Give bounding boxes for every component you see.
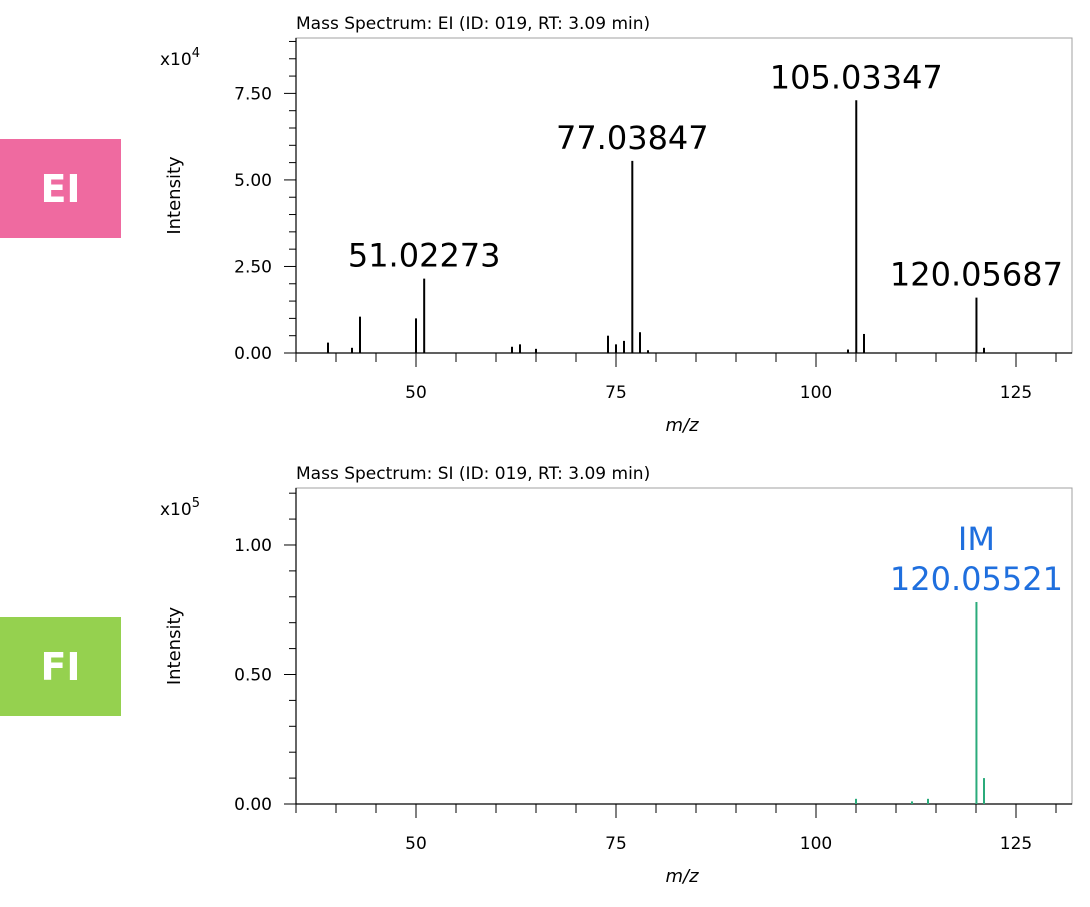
si-y-scale-label: x105 xyxy=(160,496,200,520)
ei-y-scale-label: x104 xyxy=(160,46,200,70)
ei-x-tick-label: 100 xyxy=(800,383,832,403)
ei-badge: EI xyxy=(0,139,121,238)
ei-chart-title: Mass Spectrum: EI (ID: 019, RT: 3.09 min… xyxy=(296,14,650,34)
ei-y-tick-label: 0.00 xyxy=(234,344,272,364)
ei-x-tick-label: 50 xyxy=(405,383,427,403)
si-y-axis-label: Intensity xyxy=(164,606,185,685)
fi-badge-label: FI xyxy=(40,644,81,689)
ei-peak-label: 120.05687 xyxy=(890,256,1063,294)
ei-x-tick-label: 75 xyxy=(605,383,627,403)
si-plot-frame xyxy=(295,487,1073,805)
si-x-axis-label: m/z xyxy=(665,866,699,887)
si-chart-title: Mass Spectrum: SI (ID: 019, RT: 3.09 min… xyxy=(296,464,650,484)
ei-x-tick-label: 125 xyxy=(1000,383,1032,403)
si-x-tick-label: 100 xyxy=(800,834,832,854)
si-y-tick-label: 0.00 xyxy=(234,795,272,815)
si-spectrum-panel: Mass Spectrum: SI (ID: 019, RT: 3.09 min… xyxy=(160,464,1073,887)
ei-peak-label: 105.03347 xyxy=(770,58,943,96)
ei-badge-label: EI xyxy=(40,166,81,211)
si-x-tick-label: 75 xyxy=(605,834,627,854)
si-x-tick-label: 50 xyxy=(405,834,427,854)
ei-plot-frame xyxy=(295,37,1073,354)
si-x-tick-label: 125 xyxy=(1000,834,1032,854)
ei-y-tick-label: 2.50 xyxy=(234,257,272,277)
si-peak-label: IM xyxy=(958,520,995,558)
fi-badge: FI xyxy=(0,617,121,716)
ei-spectrum-panel: Mass Spectrum: EI (ID: 019, RT: 3.09 min… xyxy=(160,14,1073,436)
ei-x-axis-label: m/z xyxy=(665,415,699,436)
ei-y-axis-label: Intensity xyxy=(164,156,185,235)
ei-y-tick-label: 5.00 xyxy=(234,171,272,191)
ei-y-tick-label: 7.50 xyxy=(234,84,272,104)
si-y-tick-label: 0.50 xyxy=(234,665,272,685)
ei-peak-label: 51.02273 xyxy=(348,237,501,275)
si-y-tick-label: 1.00 xyxy=(234,536,272,556)
si-peak-label: 120.05521 xyxy=(890,560,1063,598)
ei-peak-label: 77.03847 xyxy=(556,119,709,157)
